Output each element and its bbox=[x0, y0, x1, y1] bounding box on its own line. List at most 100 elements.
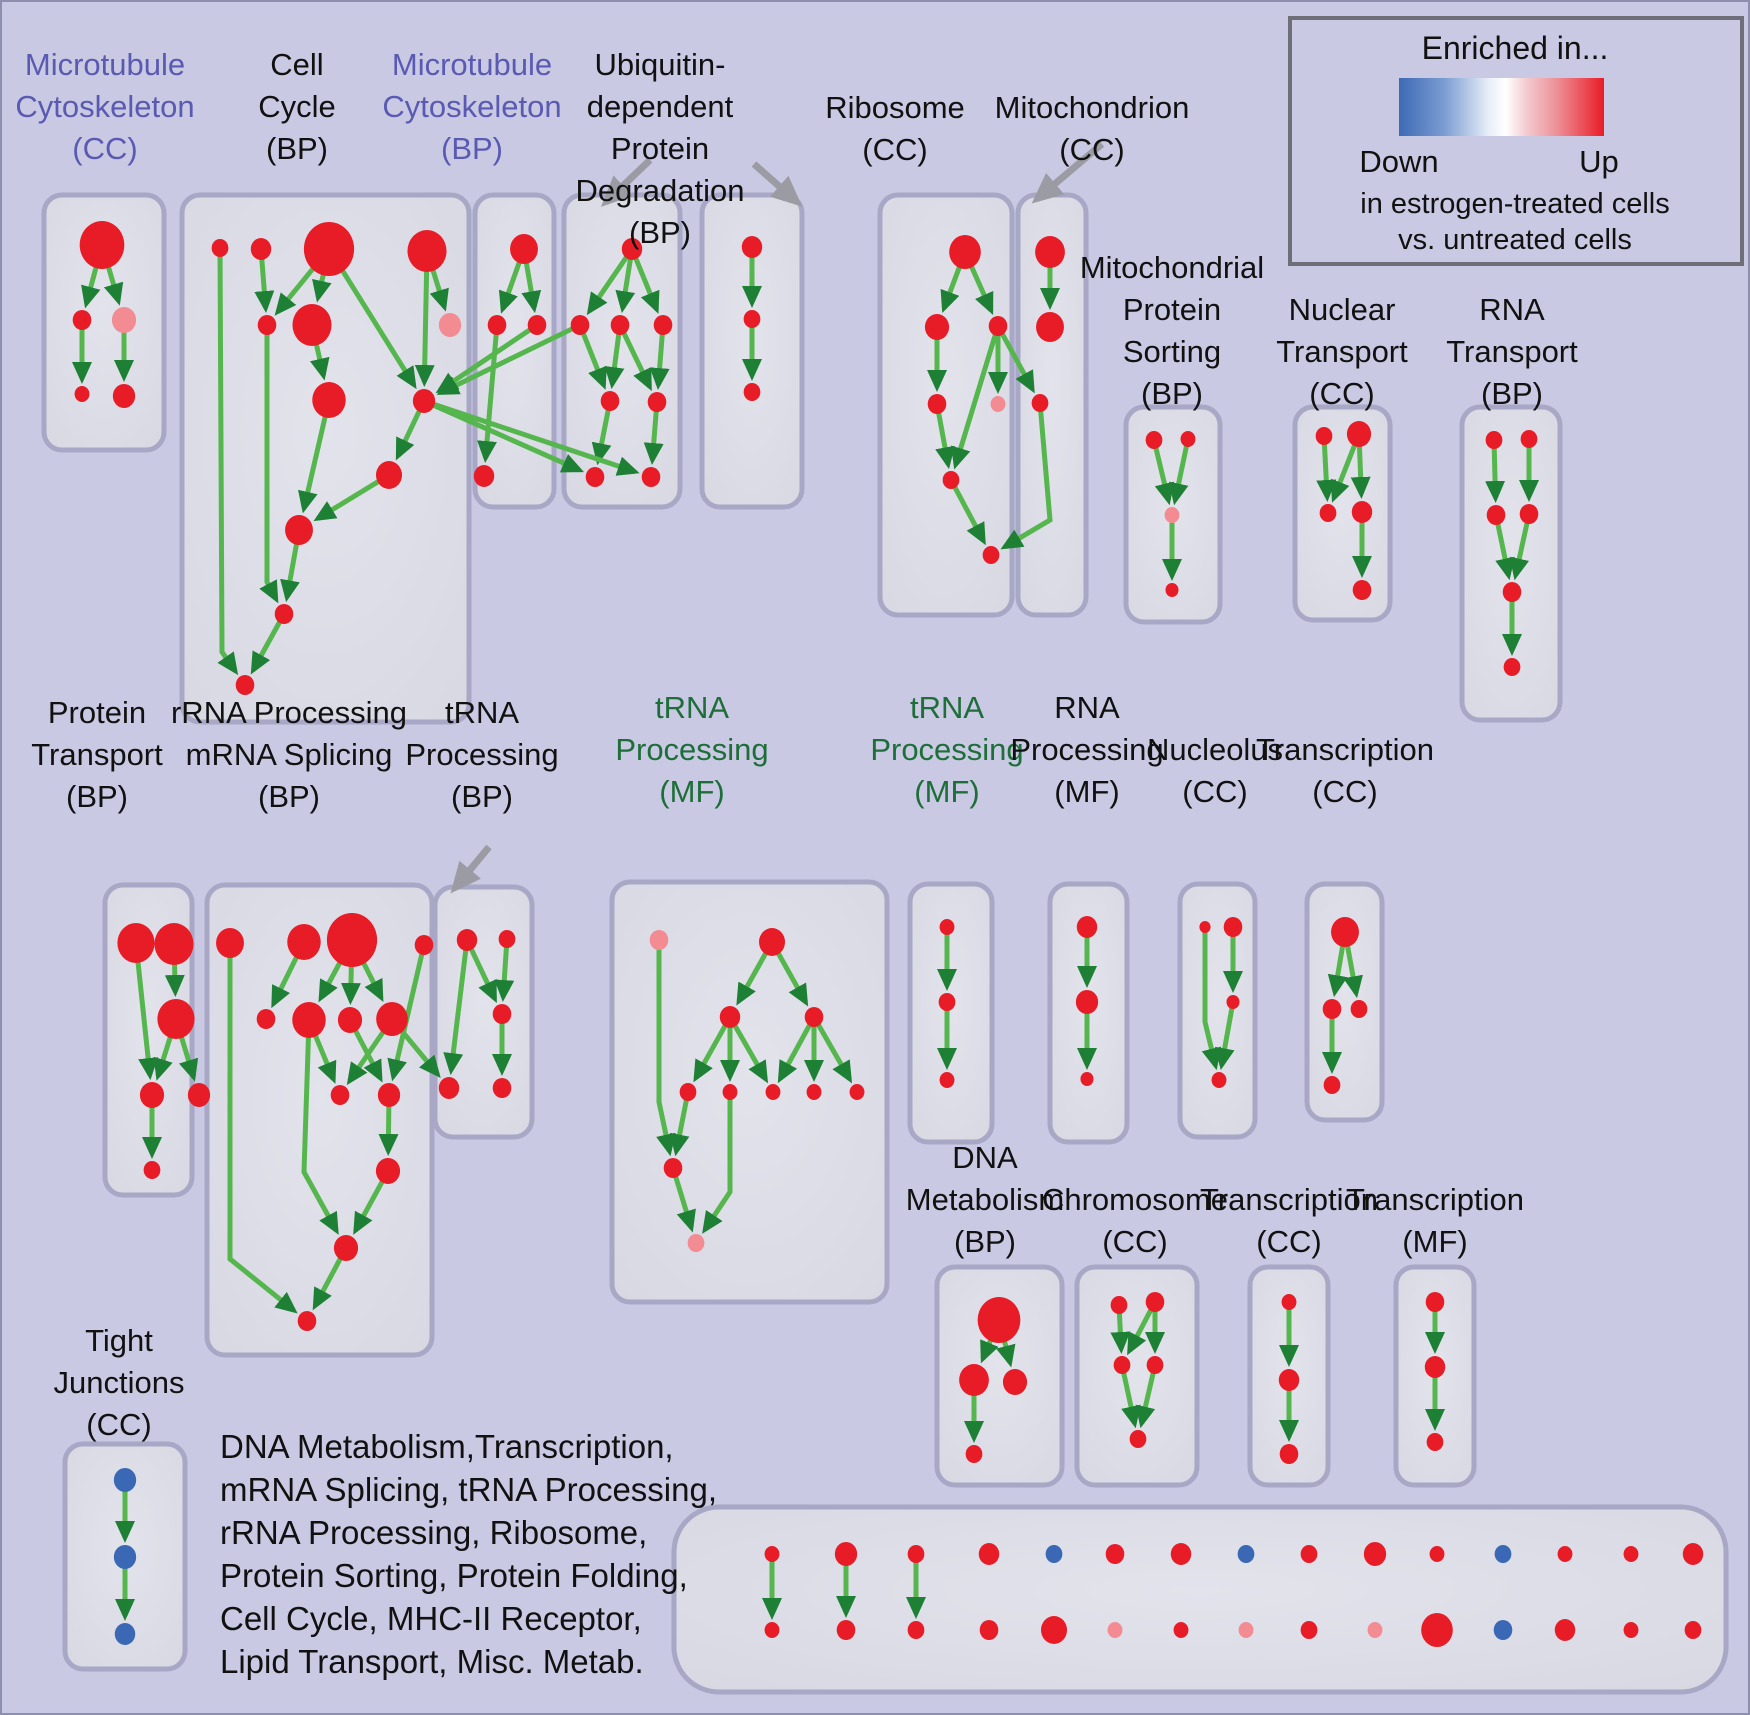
nucleolus-cc-node-D bbox=[1211, 1072, 1227, 1088]
microtubule-cytoskeleton-bp-node-B bbox=[487, 315, 507, 335]
trna-processing-bp-node-C bbox=[492, 1004, 512, 1024]
mixed-terms-strip-bottom-node-4 bbox=[1040, 1616, 1068, 1644]
nuclear-transport-cc-node-A bbox=[1315, 427, 1333, 445]
relation-edge-arrow bbox=[643, 406, 664, 466]
trna-processing-mf-large-node-R4 bbox=[806, 1084, 822, 1100]
microtubule-cytoskeleton-bp-node-C bbox=[527, 315, 547, 335]
mixed-terms-strip-bottom-node-0 bbox=[764, 1622, 780, 1638]
relation-edge-arrow bbox=[521, 255, 542, 314]
trna-processing-mf-large-node-P1 bbox=[649, 930, 669, 950]
mixed-terms-strip-top-node-10 bbox=[1429, 1546, 1445, 1562]
cell-cycle-bp-box bbox=[179, 192, 472, 725]
relation-edge-arrow bbox=[387, 949, 426, 1082]
relation-edge-arrow bbox=[334, 259, 417, 390]
rrna-processing-mrna-splicing-bp-node-m2 bbox=[292, 1002, 326, 1038]
microtubule-cytoskeleton-cc-node-B bbox=[72, 310, 92, 330]
relation-edge-arrow bbox=[631, 253, 660, 314]
relation-edge-arrow bbox=[1494, 519, 1515, 581]
relation-edge-arrow bbox=[498, 255, 524, 314]
transcription-mf-node-B bbox=[1426, 1433, 1444, 1451]
trna-processing-mf-large-node-R3 bbox=[765, 1084, 781, 1100]
mixed-terms-strip-top-node-6 bbox=[1170, 1543, 1192, 1565]
mixed-terms-strip-bottom-node-6 bbox=[1173, 1622, 1189, 1638]
mixed-terms-strip-bottom-node-5 bbox=[1107, 1622, 1123, 1638]
mitochondrion-pointer-arrow-icon bbox=[1031, 141, 1105, 204]
rrna-processing-mrna-splicing-bp-node-t4 bbox=[414, 935, 434, 955]
rrna-processing-mrna-splicing-bp-node-t3 bbox=[326, 913, 378, 967]
tight-junctions-cc-node-A bbox=[113, 1468, 137, 1492]
mixed-terms-strip-top-node-4 bbox=[1045, 1545, 1063, 1563]
relation-edge-arrow bbox=[1327, 938, 1348, 998]
ubiquitin-degradation-bp-2-node-B bbox=[743, 383, 761, 401]
nucleolus-cc-node-C bbox=[1226, 995, 1240, 1009]
ubiquitin-pointer-right-arrow-icon bbox=[751, 161, 803, 207]
relation-edge-arrow bbox=[773, 946, 809, 1007]
relation-edge-arrow bbox=[436, 324, 577, 395]
chromosome-cc-box bbox=[1074, 1264, 1200, 1488]
legend-subtitle-2: vs. untreated cells bbox=[1398, 224, 1632, 256]
nucleolus-cc-node-A bbox=[1199, 921, 1211, 933]
mixed-terms-strip-top-node-5 bbox=[1105, 1544, 1125, 1564]
ubiquitin-pointer-left-arrow-icon bbox=[600, 157, 653, 207]
mixed-terms-strip-bottom-node-13 bbox=[1623, 1622, 1639, 1638]
overlay-layer bbox=[450, 16, 1744, 894]
ribosome-cc-node-T bbox=[949, 235, 981, 269]
mitochondrial-protein-sorting-bp-node-B bbox=[1180, 431, 1196, 447]
cell-cycle-bp-node-g bbox=[438, 313, 462, 337]
ubiquitin-degradation-bp-1-node-L1 bbox=[600, 391, 620, 411]
ubiquitin-degradation-bp-1-node-T bbox=[621, 238, 643, 260]
relation-edge-arrow bbox=[301, 1028, 339, 1235]
chromosome-cc-node-TR bbox=[1145, 1292, 1165, 1312]
mixed-terms-strip-top-node-0 bbox=[764, 1546, 780, 1562]
legend-title: Enriched in... bbox=[1421, 30, 1609, 66]
rrna-processing-mrna-splicing-bp-node-p bbox=[333, 1235, 359, 1261]
relation-edge-arrow bbox=[604, 329, 625, 390]
rna-transport-bp-node-C bbox=[1486, 505, 1506, 525]
trna-processing-mf-small-node-C bbox=[939, 1072, 955, 1088]
relation-edge-arrow bbox=[730, 1020, 769, 1084]
rrna-processing-mrna-splicing-bp-node-m1 bbox=[256, 1009, 276, 1029]
mitochondrial-protein-sorting-bp-node-C bbox=[1164, 507, 1180, 523]
transcription-cc-lower-node-M bbox=[1278, 1369, 1300, 1391]
nuclear-transport-cc-box bbox=[1292, 404, 1393, 623]
mixed-terms-strip-bottom-node-11 bbox=[1493, 1620, 1513, 1640]
legend-box bbox=[1288, 16, 1744, 266]
cell-cycle-bp-node-m bbox=[235, 675, 255, 695]
microtubule-cytoskeleton-cc-node-C bbox=[111, 307, 137, 333]
relation-edge-arrow bbox=[428, 401, 585, 473]
trna-processing-mf-large-node-PB bbox=[687, 1234, 705, 1252]
protein-transport-bp-node-D bbox=[139, 1082, 165, 1108]
relation-edge-arrow bbox=[672, 1172, 696, 1233]
ubiquitin-degradation-bp-2-node-T bbox=[741, 236, 763, 258]
relation-edge-arrow bbox=[579, 328, 607, 390]
transcription-cc-lower-node-B bbox=[1279, 1444, 1299, 1464]
dna-metabolism-bp-node-ML bbox=[959, 1364, 989, 1396]
mixed-terms-strip-top-node-14 bbox=[1682, 1543, 1704, 1565]
protein-transport-bp-node-E bbox=[187, 1083, 211, 1107]
relation-edge-arrow bbox=[998, 329, 1035, 394]
nucleolus-cc-node-B bbox=[1223, 917, 1243, 937]
cell-cycle-bp-node-f bbox=[292, 304, 332, 346]
microtubule-cytoskeleton-cc-node-E bbox=[112, 384, 136, 408]
ribosome-cc-node-ML bbox=[924, 314, 950, 340]
rrna-processing-mrna-splicing-bp-node-k bbox=[375, 1158, 401, 1184]
mixed-terms-strip-bottom-node-2 bbox=[907, 1621, 925, 1639]
transcription-cc-upper-node-ML bbox=[1322, 999, 1342, 1019]
ubiquitin-degradation-bp-1-node-M1 bbox=[570, 315, 590, 335]
mixed-terms-strip-top-node-2 bbox=[907, 1545, 925, 1563]
trna-processing-mf-large-node-R1 bbox=[679, 1083, 697, 1101]
transcription-mf-node-T bbox=[1425, 1292, 1445, 1312]
mixed-terms-strip-bottom-node-14 bbox=[1684, 1621, 1702, 1639]
mitochondrion-cc-node-T bbox=[1035, 236, 1065, 268]
relation-edge-arrow bbox=[1330, 439, 1359, 503]
legend-subtitle-1: in estrogen-treated cells bbox=[1360, 188, 1670, 220]
mixed-terms-strip-bottom-node-12 bbox=[1554, 1619, 1576, 1641]
relation-edge-arrow bbox=[494, 943, 515, 1003]
relation-edge-arrow bbox=[586, 252, 631, 316]
ribosome-cc-node-B bbox=[982, 546, 1000, 564]
trna-processing-mf-large-node-R5 bbox=[849, 1084, 865, 1100]
relation-edge-arrow bbox=[1135, 1368, 1157, 1429]
relation-edge-arrow bbox=[777, 1020, 814, 1084]
trna-processing-mf-small-node-B bbox=[938, 993, 956, 1011]
